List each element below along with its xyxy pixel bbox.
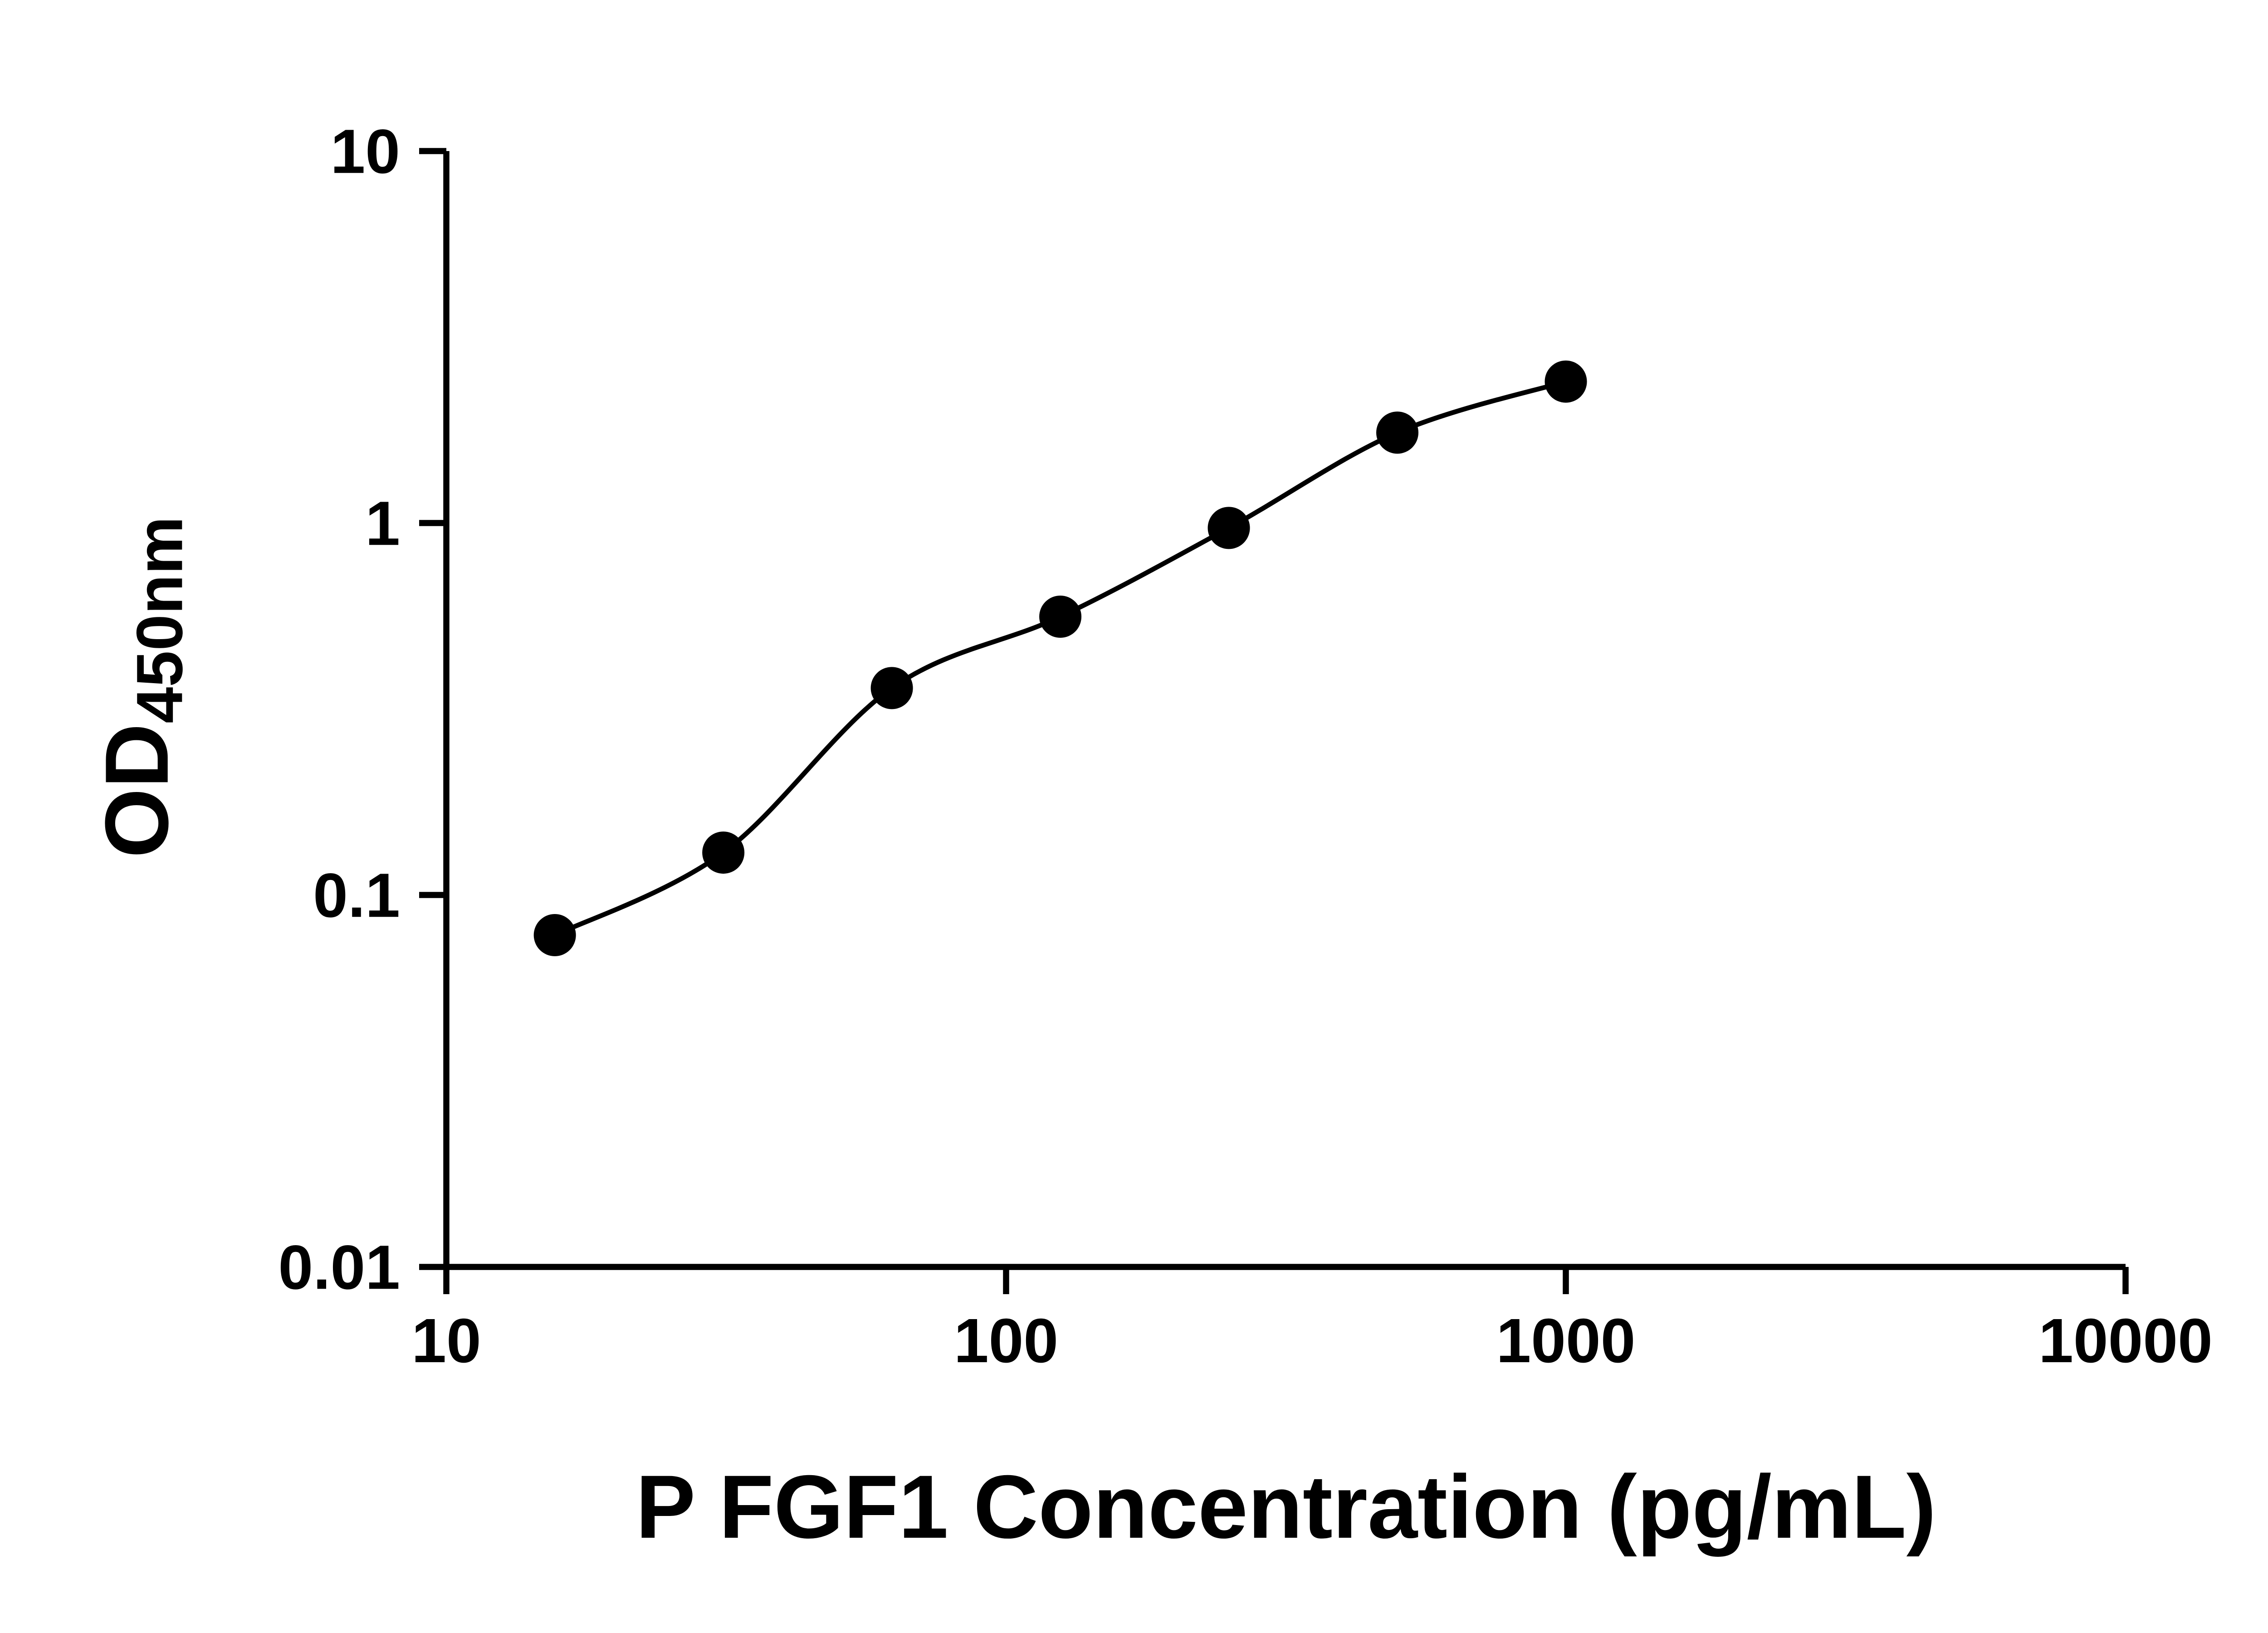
data-point [1039, 595, 1082, 638]
y-tick-label: 0.1 [313, 861, 400, 930]
axes [443, 151, 2126, 1270]
y-tick-label: 10 [331, 117, 401, 186]
x-tick-label: 100 [954, 1306, 1058, 1376]
data-point [702, 831, 745, 874]
y-tick-label: 0.01 [278, 1232, 400, 1302]
data-point [1207, 507, 1250, 549]
x-axis-title: P FGF1 Concentration (pg/mL) [635, 1456, 1936, 1557]
data-point [1376, 411, 1419, 454]
y-axis-label-subscript: 450nm [125, 516, 197, 724]
data-point [870, 667, 913, 709]
y-axis-label: OD [86, 723, 187, 858]
x-tick-label: 1000 [1496, 1306, 1636, 1376]
y-tick-label: 1 [365, 489, 400, 558]
y-axis-title: OD450nm [86, 516, 197, 858]
data-point [533, 914, 576, 956]
x-tick-label: 10000 [2038, 1306, 2213, 1376]
x-tick-label: 10 [411, 1306, 481, 1376]
data-point [1545, 360, 1587, 403]
